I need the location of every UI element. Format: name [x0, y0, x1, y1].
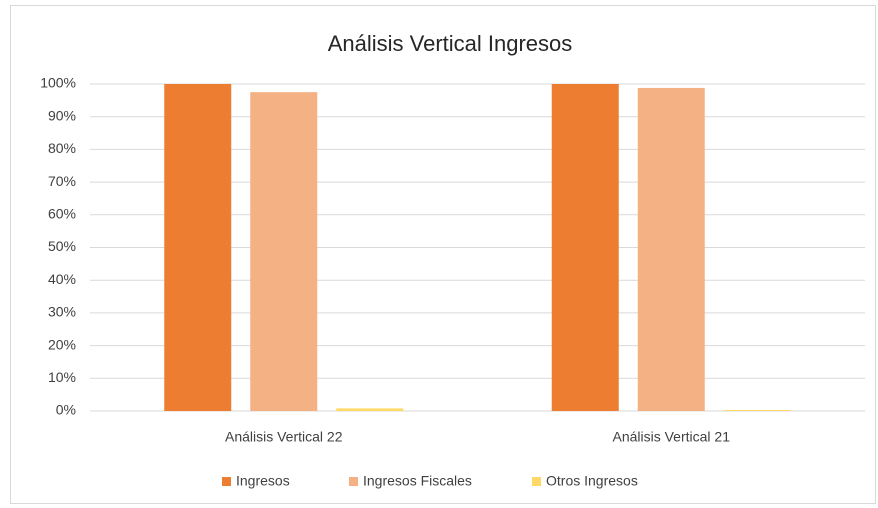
legend-swatch	[349, 477, 358, 486]
legend-label: Otros Ingresos	[546, 473, 638, 489]
y-tick-label: 70%	[48, 173, 76, 189]
bar	[336, 408, 404, 411]
legend-swatch	[222, 477, 231, 486]
chart-title: Análisis Vertical Ingresos	[328, 31, 573, 56]
chart-border	[10, 5, 876, 504]
y-tick-label: 30%	[48, 304, 76, 320]
y-tick-label: 40%	[48, 271, 76, 287]
bar	[250, 92, 318, 412]
y-tick-label: 100%	[40, 75, 76, 91]
y-tick-label: 60%	[48, 206, 76, 222]
bar	[637, 87, 705, 411]
y-tick-label: 10%	[48, 369, 76, 385]
bar	[551, 84, 619, 411]
x-tick-label: Análisis Vertical 22	[225, 429, 343, 445]
x-tick-label: Análisis Vertical 21	[612, 429, 730, 445]
bar	[723, 410, 791, 411]
y-tick-label: 80%	[48, 140, 76, 156]
bar	[164, 84, 232, 411]
y-tick-label: 50%	[48, 238, 76, 254]
legend-label: Ingresos	[236, 473, 290, 489]
y-tick-label: 90%	[48, 107, 76, 123]
legend-swatch	[532, 477, 541, 486]
y-tick-label: 0%	[56, 402, 76, 418]
y-tick-label: 20%	[48, 336, 76, 352]
legend-label: Ingresos Fiscales	[363, 473, 472, 489]
